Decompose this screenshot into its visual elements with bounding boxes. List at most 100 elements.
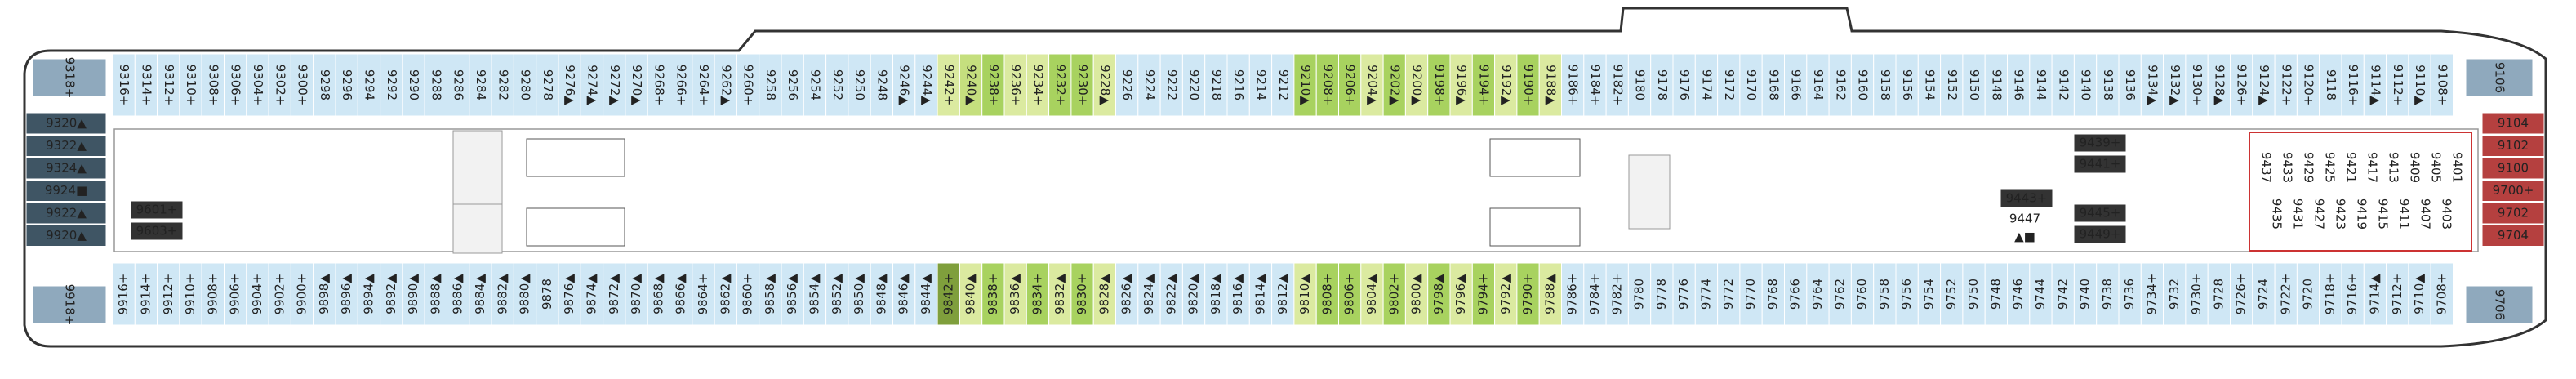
cabin xyxy=(1850,262,1875,326)
cabin-label: 9202▲ xyxy=(1387,65,1402,105)
cabin-label: 9880▲ xyxy=(518,274,532,314)
cabin xyxy=(1026,53,1050,117)
cabin-label: 9178 xyxy=(1655,69,1670,100)
cabin-label: 9180 xyxy=(1633,69,1648,100)
cabin-label: 9810▲ xyxy=(1297,274,1312,314)
cabin xyxy=(1672,262,1696,326)
cabin-label: 9756 xyxy=(1899,279,1914,310)
cabin xyxy=(1427,53,1451,117)
cabin xyxy=(1627,53,1652,117)
cabin-label: 9152 xyxy=(1945,69,1960,100)
cabin-label: 9736 xyxy=(2122,279,2137,310)
stern-cabin xyxy=(25,157,107,180)
cabin xyxy=(2140,53,2164,117)
cabin-label: 9134▲ xyxy=(2145,65,2160,105)
cabin xyxy=(736,262,760,326)
cabin xyxy=(1026,262,1050,326)
suite-label: 9419 xyxy=(2355,198,2369,230)
cabin-icons: ▲■ xyxy=(2014,230,2035,244)
cabin xyxy=(1427,262,1451,326)
cabin-label: 9798▲ xyxy=(1431,274,1446,314)
cabin-label: 9898▲ xyxy=(317,274,331,314)
bow-cabin xyxy=(2465,285,2534,324)
interior-outline xyxy=(113,128,2479,252)
cabin-label: 9868▲ xyxy=(651,274,665,314)
cabin xyxy=(759,53,782,117)
cabin-label: 9882▲ xyxy=(495,274,509,314)
bow-cabin xyxy=(2481,157,2545,180)
cabin xyxy=(870,262,893,326)
cabin xyxy=(313,262,336,326)
cabin-label: 9220 xyxy=(1187,69,1202,100)
cabin-label: 9878 xyxy=(540,279,554,310)
stern-cabin xyxy=(32,285,107,324)
cabin-label: 9196▲ xyxy=(1454,65,1469,105)
cabin-label: 9190+ xyxy=(1521,65,1536,106)
cabin-label: 9832▲ xyxy=(1052,274,1067,314)
cabin-label: 9750 xyxy=(1966,279,1981,310)
cabin xyxy=(1828,53,1852,117)
cabin-label: 9740 xyxy=(2078,279,2093,310)
interior-cabin xyxy=(2000,189,2053,208)
cabin-label: 9172 xyxy=(1722,69,1737,100)
cabin-label: 9310+ xyxy=(184,65,198,106)
suite-label: 9413 xyxy=(2387,152,2401,183)
cabin-label: 9790+ xyxy=(1520,274,1535,315)
cabin-label: 9128▲ xyxy=(2212,65,2227,105)
cabin xyxy=(1605,53,1629,117)
cabin xyxy=(2029,53,2053,117)
cabin xyxy=(580,262,604,326)
suite-label: 9423 xyxy=(2334,198,2348,230)
cabin xyxy=(1382,53,1406,117)
cabin xyxy=(736,53,760,117)
suite-label: 9417 xyxy=(2365,152,2380,183)
cabin-label: 9210▲ xyxy=(1298,65,1313,105)
suite-label: 9421 xyxy=(2344,152,2359,183)
cabin-label: 9168 xyxy=(1766,69,1781,100)
cabin-label: 9792▲ xyxy=(1498,274,1513,314)
cabin-label: 9730+ xyxy=(2189,274,2204,315)
cabin-label: 9158 xyxy=(1878,69,1893,100)
cabin xyxy=(201,262,225,326)
cabin-label: 9292 xyxy=(385,69,399,100)
cabin xyxy=(647,53,671,117)
cabin-label: 9252 xyxy=(830,69,845,100)
suite-block xyxy=(2249,132,2472,252)
cabin-label: 9130+ xyxy=(2190,65,2205,106)
cabin-label: 9148 xyxy=(1989,69,2004,100)
bow-cabin xyxy=(2465,58,2534,97)
cabin xyxy=(1449,262,1473,326)
cabin-label: 9760 xyxy=(1855,279,1870,310)
cabin xyxy=(2185,53,2209,117)
suite-label: 9411 xyxy=(2397,198,2412,230)
cabin-label: 9744 xyxy=(2033,279,2048,310)
cabin xyxy=(1338,262,1362,326)
cabin-label: 9278 xyxy=(541,69,555,100)
cabin-label: 9260+ xyxy=(741,65,756,106)
cabin xyxy=(2163,53,2187,117)
cabin xyxy=(1449,53,1473,117)
cabin xyxy=(1739,262,1763,326)
suite-label: 9431 xyxy=(2291,198,2306,230)
bow-cabin-label: 9104 xyxy=(2498,116,2529,131)
cabin-label: 9762 xyxy=(1832,279,1847,310)
cabin xyxy=(1583,262,1607,326)
cabin xyxy=(402,53,425,117)
cabin-label: 9718+ xyxy=(2323,274,2338,315)
cabin xyxy=(1672,53,1696,117)
cabin-label: 9854▲ xyxy=(807,274,821,314)
cabin-label: 9772 xyxy=(1721,279,1736,310)
cabin xyxy=(1070,53,1094,117)
cabin xyxy=(402,262,425,326)
stairs xyxy=(1628,154,1671,230)
cabin-label: 9304+ xyxy=(251,65,265,106)
suite-label: 9425 xyxy=(2323,152,2338,183)
cabin xyxy=(1917,262,1942,326)
cabin xyxy=(491,53,514,117)
cabin-label: 9294 xyxy=(362,69,376,100)
cabin-label: 9852▲ xyxy=(830,274,844,314)
cabin-label: 9840▲ xyxy=(963,274,978,314)
cabin xyxy=(959,53,983,117)
suite-label: 9409 xyxy=(2408,152,2423,183)
cabin xyxy=(2140,262,2164,326)
